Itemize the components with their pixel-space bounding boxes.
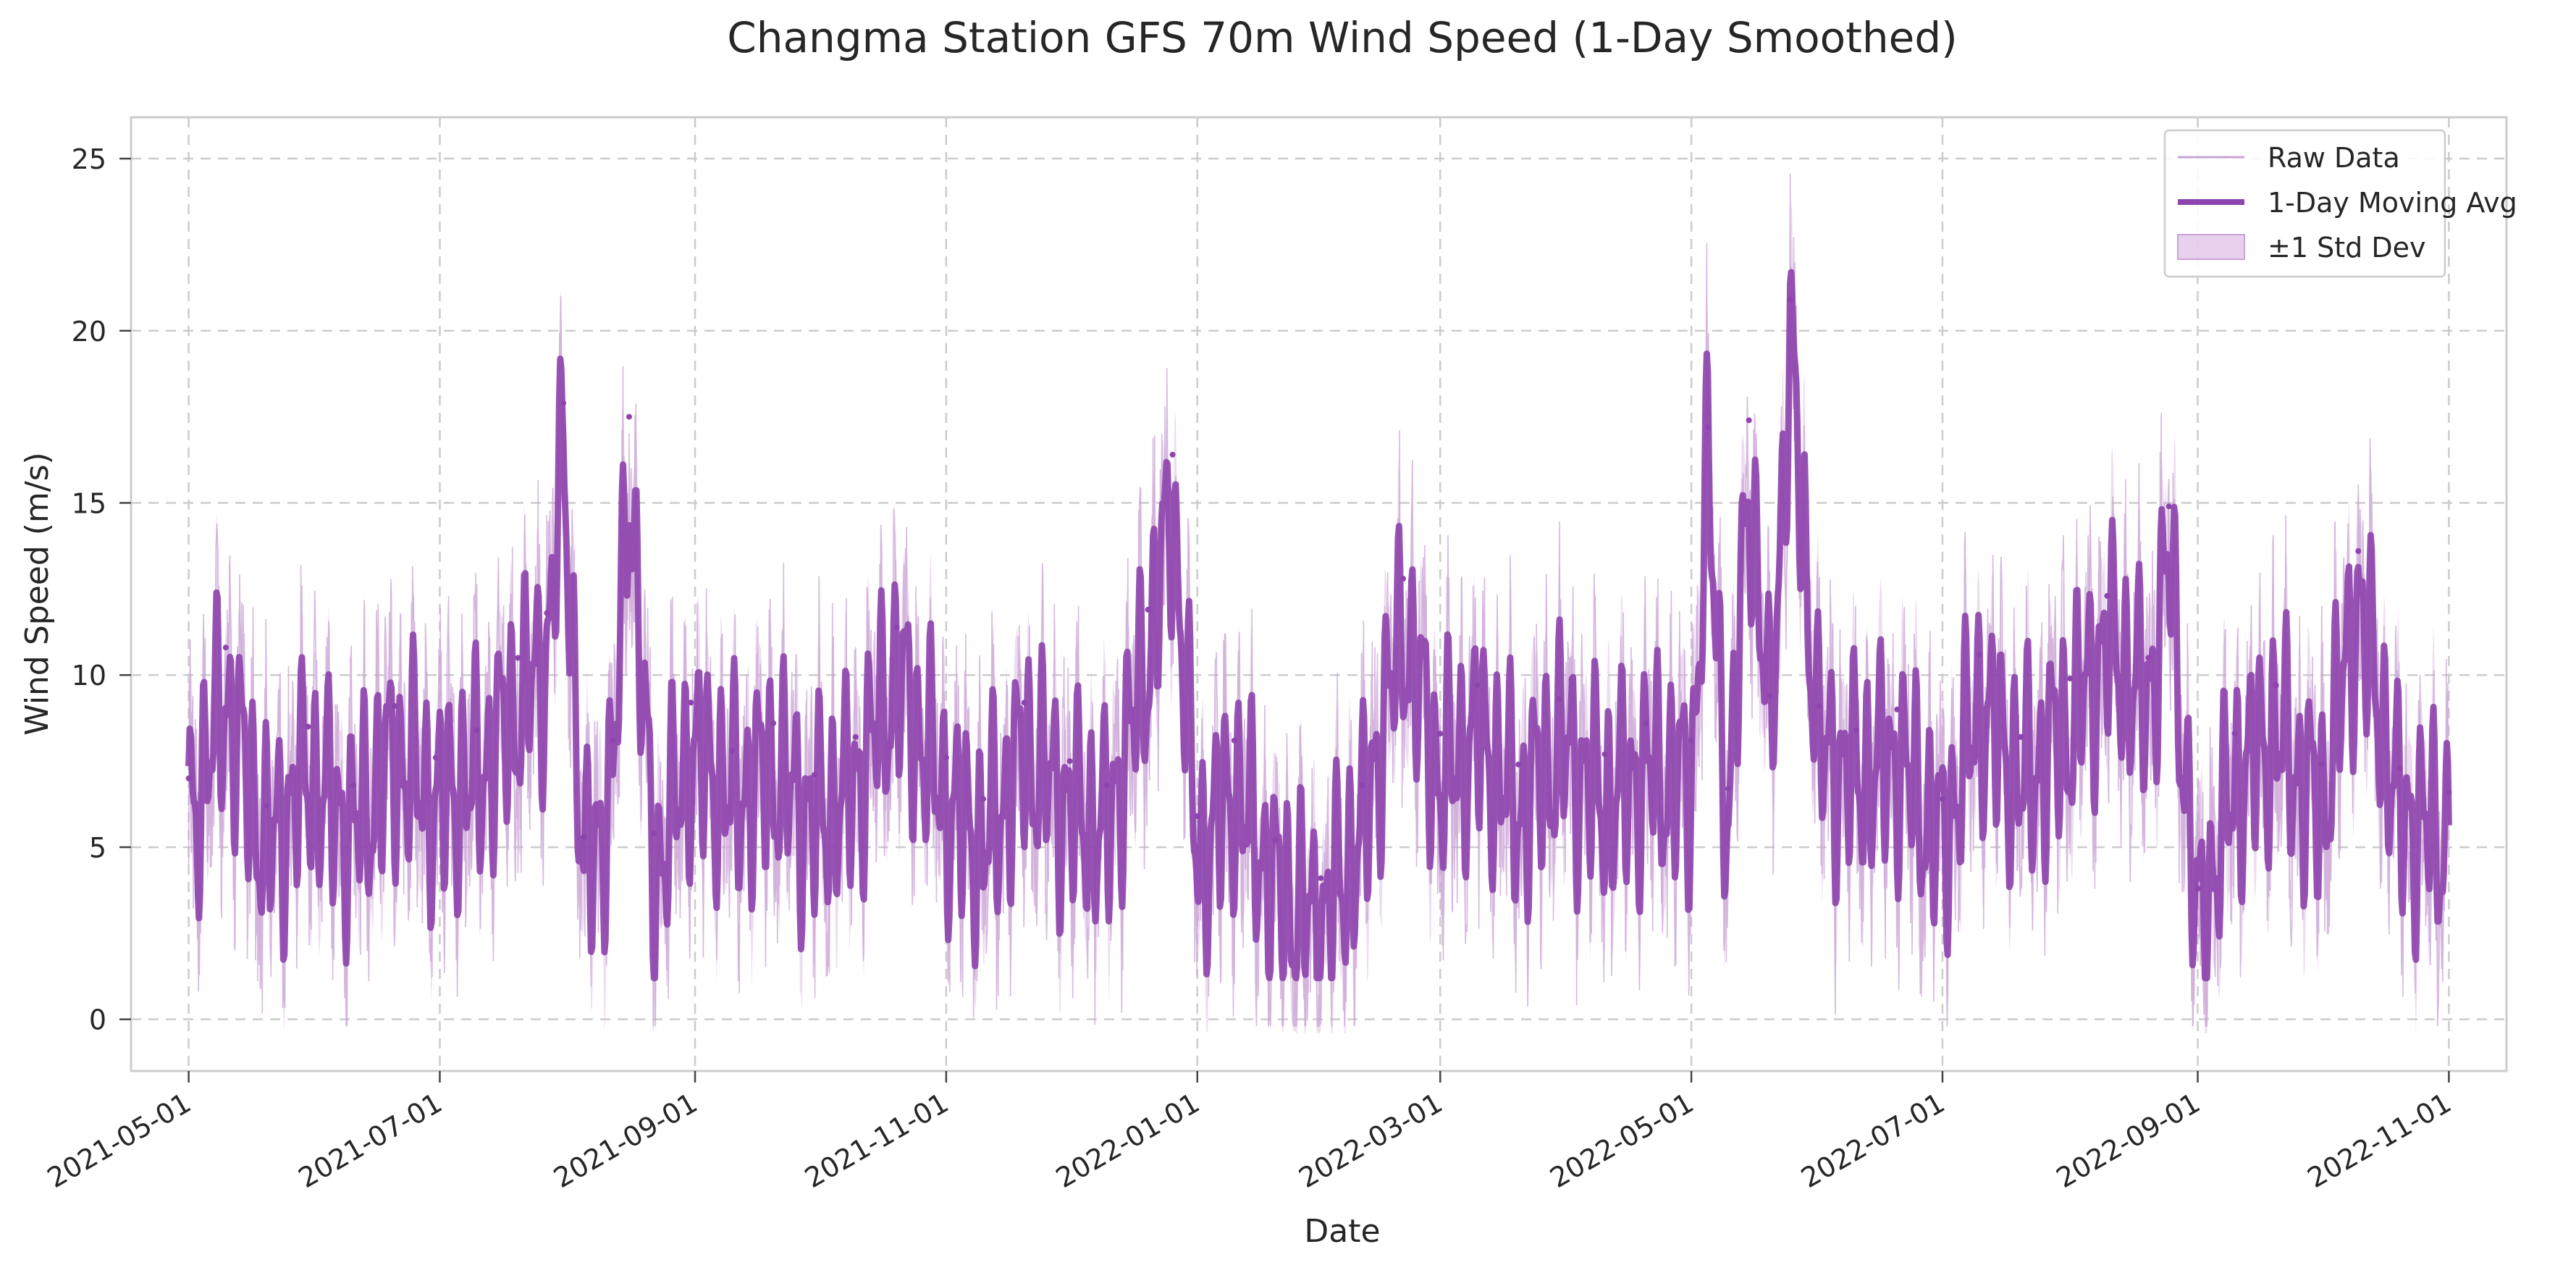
legend: Raw Data 1-Day Moving Avg ±1 Std Dev: [2163, 129, 2517, 278]
plot-frame: [130, 116, 2508, 1072]
x-tick-label: 2021-09-01: [548, 1087, 702, 1195]
moving-average-point: [626, 413, 632, 420]
moving-average-point: [770, 720, 777, 726]
moving-average-line: [185, 269, 2452, 982]
moving-average-point: [2165, 503, 2172, 510]
y-tick-label: 20: [72, 316, 106, 348]
y-tick-label: 25: [72, 143, 106, 175]
moving-average-point: [581, 833, 587, 840]
moving-average-point: [1643, 720, 1649, 726]
moving-average-point: [1437, 731, 1444, 737]
moving-average-point: [1103, 782, 1110, 789]
moving-average-point: [1704, 424, 1711, 430]
moving-average-point: [2194, 886, 2201, 891]
x-axis-label: Date: [1304, 1213, 1380, 1250]
x-tick-label: 2022-11-01: [2302, 1087, 2457, 1195]
moving-average-point: [350, 782, 357, 789]
moving-average-point: [852, 734, 859, 740]
moving-average-point: [943, 755, 949, 761]
y-tick-label: 5: [89, 832, 106, 864]
x-tick-label: 2022-03-01: [1293, 1087, 1447, 1195]
moving-average-point: [1272, 837, 1279, 844]
y-tick-label: 10: [72, 660, 106, 692]
moving-average-point: [2396, 765, 2403, 771]
moving-average-point: [610, 737, 616, 744]
moving-average-point: [515, 655, 521, 661]
moving-average-point: [391, 703, 397, 709]
moving-average-point: [2018, 734, 2024, 740]
moving-average-point: [1169, 451, 1176, 458]
moving-average-point: [1601, 751, 1608, 757]
moving-average-point: [432, 755, 439, 761]
legend-avg-label: 1-Day Moving Avg: [2268, 187, 2517, 219]
y-axis-ticks: 0 5 10 15 20 25: [72, 143, 131, 1036]
moving-average-point: [1557, 696, 1563, 702]
x-tick-label: 2022-01-01: [1051, 1087, 1205, 1195]
moving-average-point: [264, 802, 270, 809]
moving-average-point: [1231, 737, 1237, 744]
moving-average-point: [1066, 758, 1073, 765]
x-tick-label: 2021-05-01: [42, 1087, 196, 1195]
moving-average-point: [1688, 737, 1695, 744]
moving-average-point: [185, 775, 192, 781]
legend-band-swatch: [2177, 234, 2245, 260]
moving-average-point: [811, 772, 817, 778]
moving-average-point: [1767, 692, 1773, 699]
x-tick-label: 2021-11-01: [799, 1087, 954, 1195]
moving-average-point: [2318, 761, 2325, 768]
moving-average-point: [1021, 699, 1027, 706]
moving-average-point: [688, 699, 694, 706]
legend-band-label: ±1 Std Dev: [2268, 232, 2425, 264]
x-tick-label: 2022-07-01: [1796, 1087, 1950, 1195]
moving-average-point: [1194, 813, 1200, 820]
moving-average-point: [1359, 782, 1365, 789]
y-tick-label: 15: [72, 488, 106, 520]
moving-average-point: [2067, 676, 2074, 681]
moving-average-point: [1400, 576, 1407, 582]
x-tick-label: 2021-07-01: [293, 1087, 447, 1195]
moving-average-point: [651, 830, 657, 836]
moving-average-point: [1515, 761, 1522, 768]
moving-average-series: [185, 269, 2452, 982]
legend-raw-label: Raw Data: [2268, 142, 2400, 174]
moving-average-point: [1145, 606, 1151, 613]
x-tick-label: 2022-09-01: [2051, 1087, 2205, 1195]
moving-average-point: [305, 723, 311, 730]
moving-average-point: [1787, 297, 1793, 303]
moving-average-point: [560, 400, 567, 406]
moving-average-point: [2446, 789, 2452, 795]
moving-average-point: [1940, 796, 1945, 802]
moving-average-point: [1977, 651, 1983, 657]
moving-average-point: [1725, 786, 1732, 792]
moving-average-point: [473, 727, 480, 734]
moving-average-point: [1746, 417, 1752, 424]
y-axis-label: Wind Speed (m/s): [19, 452, 56, 735]
moving-average-point: [2273, 682, 2279, 689]
chart-title: Changma Station GFS 70m Wind Speed (1-Da…: [727, 13, 1958, 62]
moving-average-point: [1853, 727, 1859, 734]
moving-average-point: [544, 610, 550, 616]
moving-average-point: [893, 623, 900, 630]
moving-average-point: [1894, 706, 1901, 713]
moving-average-point: [1318, 875, 1324, 881]
x-axis-ticks: 2021-05-01 2021-07-01 2021-09-01 2021-11-01…: [42, 1071, 2457, 1194]
y-tick-label: 0: [89, 1004, 106, 1036]
moving-average-point: [2145, 655, 2152, 661]
moving-average-point: [2355, 548, 2362, 555]
moving-average-point: [1816, 703, 1822, 709]
moving-average-point: [2104, 592, 2110, 599]
moving-average-point: [2231, 731, 2238, 737]
moving-average-point: [729, 747, 736, 754]
moving-average-point: [1474, 682, 1481, 689]
moving-average-point: [222, 644, 229, 651]
moving-average-point: [980, 796, 987, 802]
x-tick-label: 2022-05-01: [1544, 1087, 1699, 1195]
